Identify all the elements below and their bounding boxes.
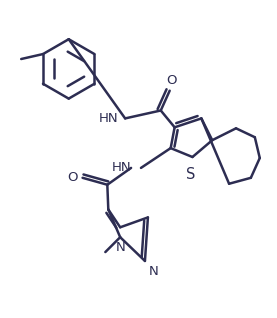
Text: HN: HN xyxy=(111,162,131,174)
Text: N: N xyxy=(115,241,125,254)
Text: HN: HN xyxy=(99,112,118,125)
Text: S: S xyxy=(186,167,195,182)
Text: O: O xyxy=(67,171,78,184)
Text: O: O xyxy=(166,74,177,87)
Text: N: N xyxy=(149,265,159,278)
